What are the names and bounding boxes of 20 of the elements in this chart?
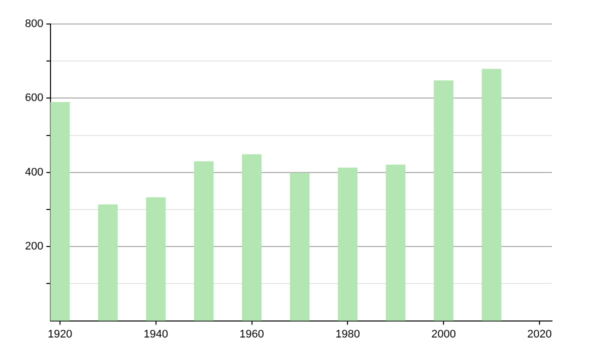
bar bbox=[482, 68, 502, 321]
x-tick-label: 1980 bbox=[335, 328, 360, 340]
bar bbox=[242, 154, 262, 321]
bar bbox=[434, 80, 454, 321]
y-tick-label: 800 bbox=[24, 18, 44, 30]
x-tick-label: 2020 bbox=[527, 328, 552, 340]
x-tick-label: 2000 bbox=[431, 328, 456, 340]
y-tick-label: 600 bbox=[24, 92, 44, 104]
bar bbox=[386, 164, 406, 321]
bar bbox=[98, 204, 118, 321]
bar bbox=[146, 197, 166, 321]
x-tick-label: 1920 bbox=[48, 328, 72, 340]
y-tick-label: 200 bbox=[24, 240, 44, 253]
y-tick-label: 400 bbox=[24, 166, 44, 178]
bar bbox=[290, 172, 310, 321]
bar bbox=[50, 102, 70, 321]
bar bbox=[338, 168, 358, 321]
x-tick-label: 1940 bbox=[144, 328, 168, 340]
x-tick-label: 1960 bbox=[240, 328, 264, 340]
bar bbox=[194, 161, 214, 321]
